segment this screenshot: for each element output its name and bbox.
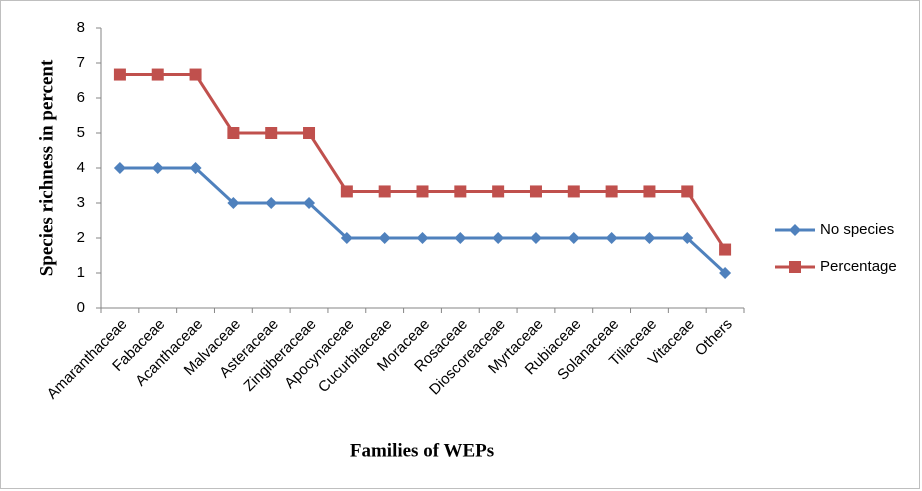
data-point [227,127,240,139]
data-point [643,232,656,244]
x-axis-title: Families of WEPs [350,440,494,461]
data-point [529,185,542,198]
y-tick-label: 7 [77,54,85,71]
data-point [643,185,656,198]
y-tick-label: 1 [77,264,85,281]
data-point [492,232,505,244]
data-point [303,127,316,139]
data-point [454,232,467,244]
data-point [265,127,278,139]
y-tick-label: 4 [77,159,85,176]
data-point [605,232,618,244]
data-point [605,185,618,198]
data-point [378,232,391,244]
y-tick-label: 2 [77,229,85,246]
data-point [113,68,126,81]
data-point [151,162,164,174]
y-axis-title: Species richness in percent [36,59,57,276]
data-point [681,232,694,244]
y-tick-label: 6 [77,89,85,106]
data-point [719,267,732,279]
data-point [681,185,694,198]
data-point [567,185,580,198]
y-tick-label: 3 [77,194,85,211]
data-point [492,185,505,198]
data-point [416,185,429,198]
y-tick-label: 8 [77,19,85,36]
data-point [151,68,164,81]
legend-label: No species [820,221,894,238]
data-point [567,232,580,244]
data-point [227,197,240,209]
data-point [265,197,278,209]
data-point [416,232,429,244]
data-point [529,232,542,244]
legend-label: Percentage [820,258,897,275]
data-point [340,232,353,244]
data-point [303,197,316,209]
data-point [340,185,353,198]
data-point [189,68,202,81]
data-point [719,243,732,256]
data-point [113,162,126,174]
data-point [189,162,202,174]
legend-marker [789,224,801,236]
data-point [378,185,391,198]
legend-marker [789,261,801,273]
y-tick-label: 5 [77,124,85,141]
data-point [454,185,467,198]
y-tick-label: 0 [77,299,85,316]
